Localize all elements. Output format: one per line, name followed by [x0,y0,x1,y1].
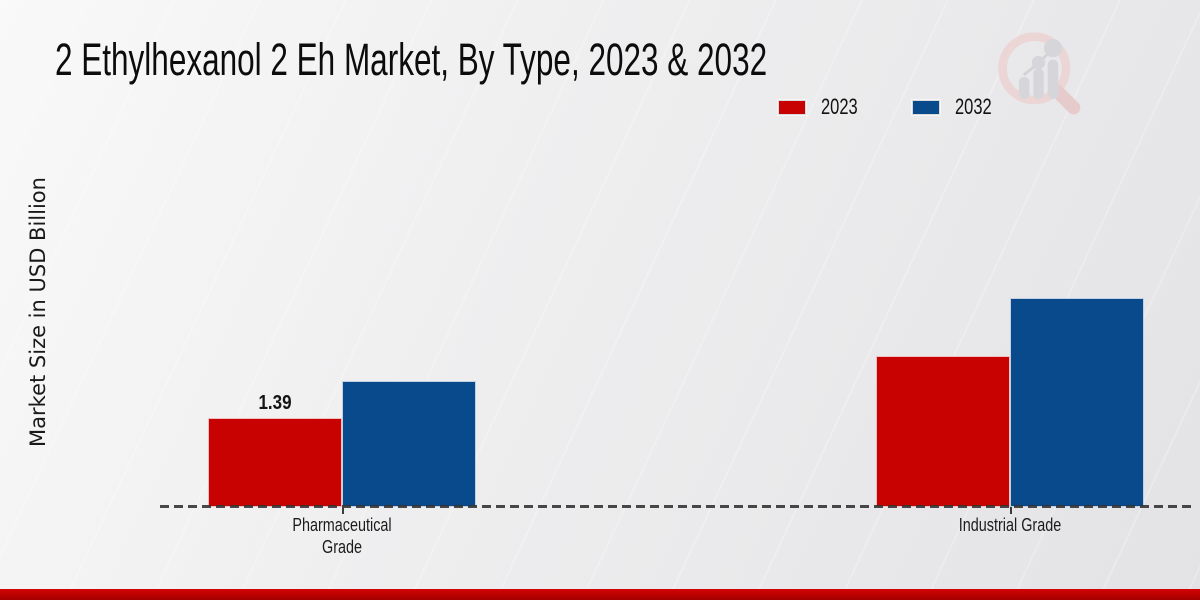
x-axis-tick [342,507,344,514]
legend-swatch-2032-icon [911,99,940,115]
x-axis-tick [1010,507,1012,514]
bar-2023-industrial-grade [876,356,1010,507]
magnifier-bar-chart-logo-icon [998,32,1081,115]
chart-legend: 2023 2032 [778,94,1004,120]
legend-swatch-2023-icon [778,99,806,115]
footer-accent-bar [0,589,1200,600]
bar-2032-industrial-grade [1010,298,1144,507]
x-axis-category-label: Pharmaceutical Grade [292,515,392,557]
legend-item-2023: 2023 [778,94,870,120]
legend-item-2032: 2032 [911,94,1004,120]
legend-label-2032: 2032 [954,94,992,119]
x-axis-baseline [160,505,1192,508]
x-axis-category-label: Industrial Grade [958,515,1062,535]
chart-title: 2 Ethylhexanol 2 Eh Market, By Type, 202… [55,34,768,85]
bar-2032-pharmaceutical-grade [342,381,476,507]
bar-2023-pharmaceutical-grade [208,418,342,507]
legend-label-2023: 2023 [821,94,858,119]
bar-value-label: 1.39 [258,392,292,414]
